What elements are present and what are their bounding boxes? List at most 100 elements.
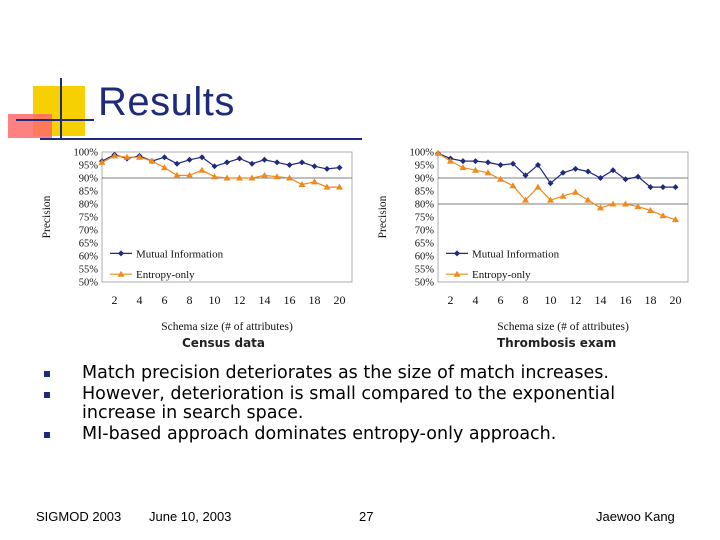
data-point	[173, 171, 181, 178]
data-point	[274, 159, 280, 166]
thrombosis-caption: Thrombosis exam	[497, 336, 617, 350]
bullet-item: MI-based approach dominates entropy-only…	[44, 425, 664, 444]
data-point	[236, 155, 243, 162]
bullet-text: Match precision deteriorates as the size…	[82, 363, 609, 383]
data-point	[572, 165, 579, 172]
x-tick-label: 16	[284, 293, 296, 307]
data-point	[261, 156, 268, 163]
legend-marker	[118, 250, 124, 257]
y-tick-label: 50%	[415, 278, 435, 289]
x-tick-label: 4	[473, 293, 479, 307]
y-tick-label: 95%	[415, 161, 435, 172]
data-point	[223, 174, 231, 181]
x-tick-label: 18	[309, 293, 321, 307]
y-tick-label: 100%	[410, 148, 435, 159]
data-point	[672, 184, 679, 191]
data-point	[286, 174, 293, 181]
data-point	[447, 157, 454, 164]
x-tick-label: 4	[137, 293, 143, 307]
data-point	[497, 175, 504, 182]
legend-label: Mutual Information	[136, 248, 224, 260]
x-tick-label: 10	[545, 293, 557, 307]
data-point	[597, 175, 604, 181]
x-tick-label: 8	[523, 293, 529, 307]
data-point	[635, 173, 641, 180]
data-point	[148, 157, 156, 164]
data-point	[484, 169, 492, 176]
data-point	[123, 153, 131, 160]
deco-vertical-line	[60, 78, 62, 140]
data-point	[510, 160, 516, 167]
data-point	[324, 165, 330, 172]
data-point	[136, 153, 143, 160]
data-point	[509, 182, 517, 189]
data-point	[460, 158, 466, 165]
data-point	[659, 212, 667, 219]
data-point	[572, 188, 579, 195]
slide-title: Results	[98, 80, 235, 124]
y-tick-label: 75%	[415, 213, 435, 224]
deco-red-square	[8, 114, 52, 138]
data-point	[299, 159, 305, 166]
census-caption: Census data	[182, 336, 266, 350]
data-point	[111, 152, 118, 159]
bullet-item: However, deterioration is small compared…	[44, 385, 664, 423]
x-tick-label: 14	[595, 293, 607, 307]
legend-marker	[117, 270, 125, 277]
data-point	[298, 181, 306, 187]
title-rule	[40, 138, 362, 140]
entropy-only-line	[101, 155, 340, 188]
data-point	[161, 154, 168, 161]
data-point	[311, 163, 318, 170]
data-point	[186, 156, 193, 163]
data-point	[211, 173, 218, 180]
legend-marker	[453, 270, 461, 277]
data-point	[472, 158, 479, 165]
x-axis-label: Schema size (# of attributes)	[497, 321, 629, 333]
data-point	[634, 203, 642, 210]
data-point	[609, 200, 617, 207]
x-tick-label: 12	[570, 293, 582, 307]
data-point	[323, 183, 331, 190]
data-point	[249, 160, 255, 167]
data-point	[647, 207, 654, 213]
y-axis-label: Precision	[377, 195, 389, 238]
data-point	[547, 180, 554, 187]
legend-label: Entropy-only	[136, 269, 195, 281]
footer-page-number: 27	[359, 509, 374, 524]
legend-marker	[454, 250, 460, 257]
y-tick-label: 95%	[79, 161, 99, 172]
data-point	[199, 154, 205, 161]
data-point	[161, 164, 168, 171]
bullet-text: MI-based approach dominates entropy-only…	[82, 424, 557, 444]
data-point	[535, 162, 541, 168]
x-tick-label: 6	[498, 293, 504, 307]
data-point	[497, 162, 504, 168]
bullet-list: Match precision deteriorates as the size…	[44, 364, 664, 446]
data-point	[174, 160, 180, 167]
x-tick-label: 10	[209, 293, 221, 307]
y-tick-label: 80%	[415, 200, 435, 211]
data-point	[584, 196, 592, 203]
data-point	[522, 196, 529, 203]
data-point	[672, 216, 679, 223]
legend-label: Mutual Information	[472, 248, 560, 260]
data-point	[597, 204, 604, 211]
y-tick-label: 65%	[79, 239, 99, 250]
x-tick-label: 12	[234, 293, 246, 307]
x-tick-label: 2	[448, 293, 454, 307]
y-tick-label: 55%	[415, 265, 435, 276]
bullet-square-icon	[44, 392, 50, 398]
census-chart: 100% 95% 90% 85% 80% 75% 70% 65% 60% 55% 50% 2 4 6 8 10…	[41, 148, 353, 333]
y-tick-label: 70%	[79, 226, 99, 237]
x-tick-label: 2	[112, 293, 118, 307]
footer-date: June 10, 2003	[149, 509, 232, 524]
y-tick-label: 60%	[79, 252, 99, 263]
x-tick-label: 16	[620, 293, 632, 307]
data-point	[560, 169, 566, 176]
data-point	[98, 158, 106, 165]
data-point	[459, 164, 467, 171]
footer-author: Jaewoo Kang	[596, 509, 675, 524]
deco-horizontal-line	[16, 119, 94, 121]
x-tick-label: 18	[645, 293, 657, 307]
